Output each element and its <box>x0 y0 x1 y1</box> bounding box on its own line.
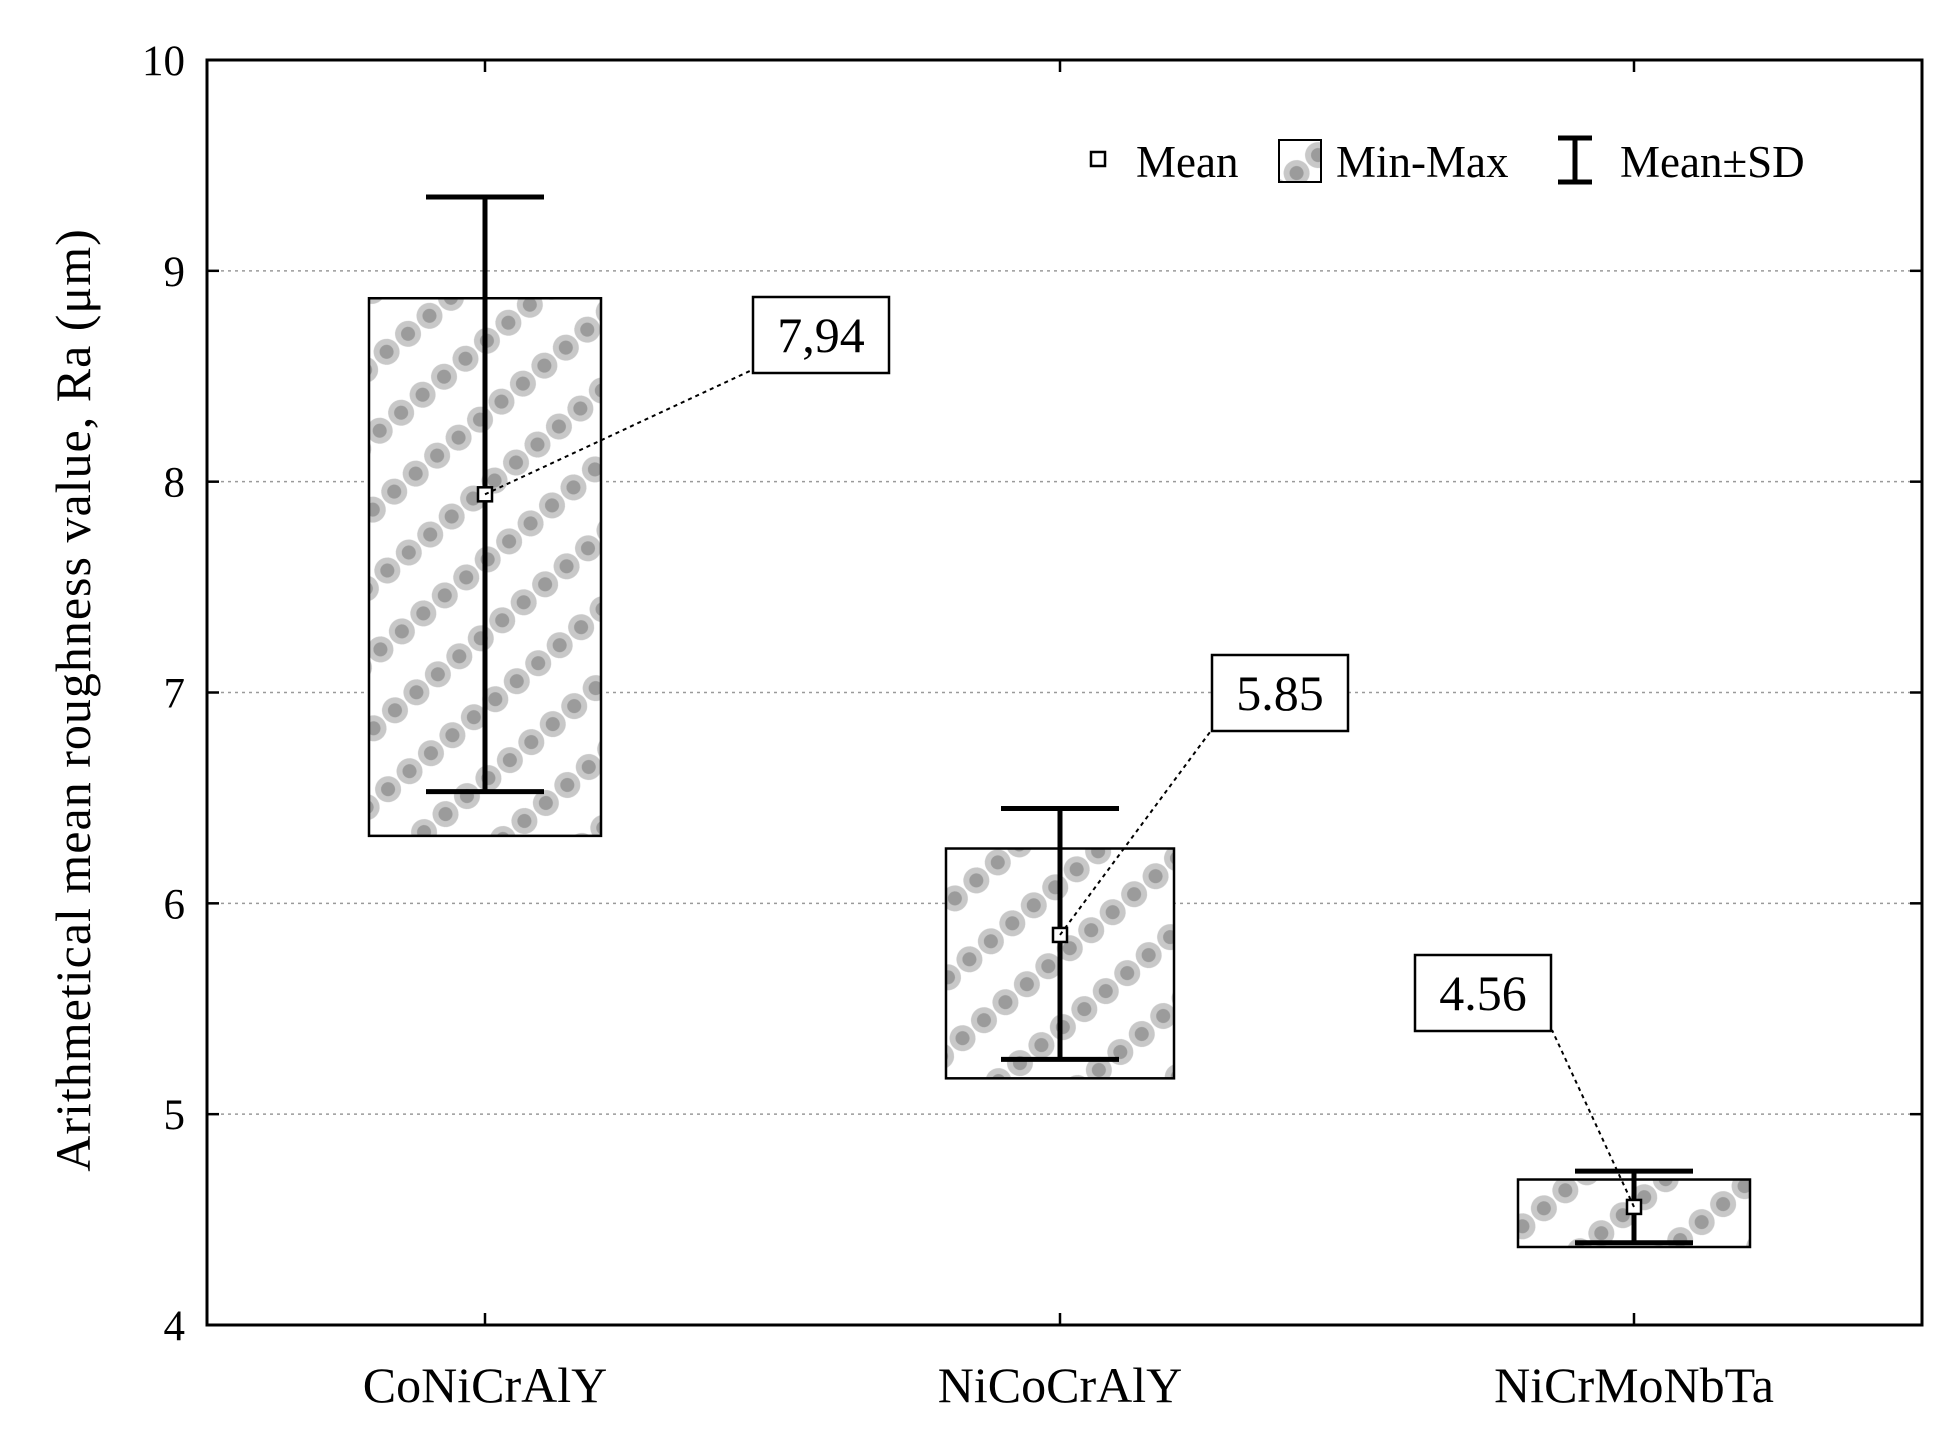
y-tick-label: 6 <box>164 881 186 928</box>
y-tick-label: 4 <box>164 1303 186 1350</box>
mean-callout-label: 7,94 <box>777 307 865 363</box>
mean-callout-box <box>1413 953 1553 1033</box>
y-axis-ticks: 4 5 6 7 8 9 10 <box>142 38 1922 1350</box>
mean-callout-box <box>751 295 891 375</box>
gridlines <box>207 270 1922 1115</box>
mean-callout-label: 5.85 <box>1236 665 1324 721</box>
mean-callout-label: 4.56 <box>1439 965 1527 1021</box>
legend-mean-marker <box>1089 150 1107 168</box>
x-category-label: NiCoCrAlY <box>938 1357 1182 1413</box>
y-tick-label: 7 <box>164 671 186 718</box>
y-tick-label: 5 <box>164 1092 186 1139</box>
y-axis-title: Arithmetical mean roughness value, Ra (μ… <box>45 228 101 1172</box>
y-tick-label: 8 <box>164 460 186 507</box>
legend-minmax-label: Min-Max <box>1336 137 1509 187</box>
x-axis-ticks: CoNiCrAlY NiCoCrAlY NiCrMoNbTa <box>363 60 1774 1413</box>
y-tick-label: 9 <box>164 249 186 296</box>
legend-sd-label: Mean±SD <box>1620 137 1805 187</box>
series-CoNiCrAlY: 7,94 <box>367 194 891 838</box>
legend-sd-icon <box>1558 135 1592 185</box>
callout-leader <box>1551 1029 1635 1208</box>
legend-mean-label: Mean <box>1136 137 1238 187</box>
series-NiCoCrAlY: 5.85 <box>944 653 1350 1080</box>
mean-callout-box <box>1210 653 1350 733</box>
legend-minmax-swatch <box>1278 139 1322 183</box>
y-tick-label: 10 <box>142 38 185 85</box>
x-category-label: CoNiCrAlY <box>363 1357 607 1413</box>
series-NiCrMoNbTa: 4.56 <box>1413 953 1752 1249</box>
x-category-label: NiCrMoNbTa <box>1494 1357 1774 1413</box>
callout-leader <box>484 369 753 496</box>
callout-leader <box>1059 727 1214 936</box>
legend: Mean Min-Max Mean±SD <box>1089 135 1805 187</box>
series-marks: 7,94 5.85 4.56 <box>367 194 1752 1249</box>
